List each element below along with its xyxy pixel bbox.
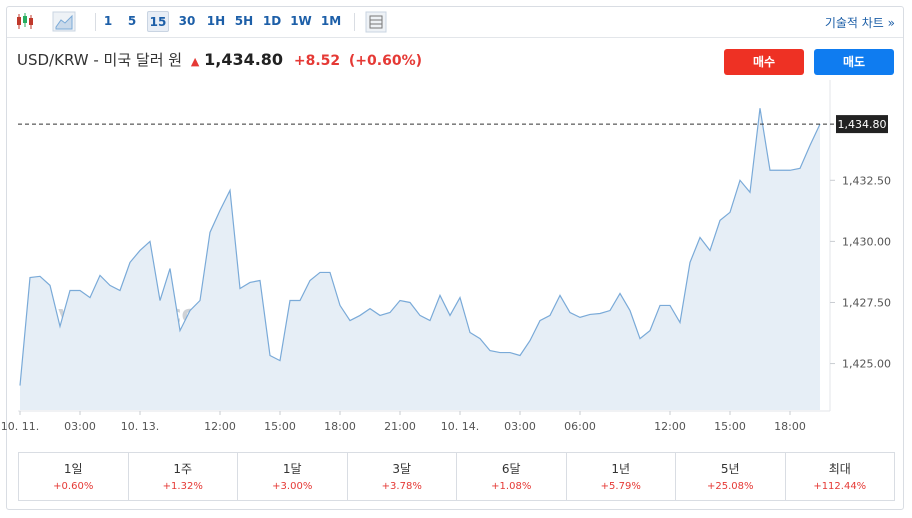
period-label: 5년: [720, 462, 740, 476]
price-change: +8.52: [293, 53, 341, 69]
period-change: +25.08%: [706, 481, 754, 492]
interval-button[interactable]: 1H: [206, 14, 226, 28]
performance-cell: 6달 +1.08%: [457, 453, 567, 500]
period-change: +112.44%: [813, 481, 867, 492]
table-icon[interactable]: [365, 11, 387, 33]
technical-chart-link[interactable]: 기술적 차트 »: [824, 16, 895, 30]
performance-cell: 최대 +112.44%: [786, 453, 895, 500]
period-label: 1일: [63, 462, 83, 476]
period-change: +3.78%: [381, 481, 422, 492]
sell-button[interactable]: 매도: [814, 49, 894, 75]
period-change: +5.79%: [600, 481, 641, 492]
performance-cell: 1년 +5.79%: [567, 453, 676, 500]
period-label: 1주: [173, 462, 193, 476]
instrument-name: USD/KRW - 미국 달러 원: [17, 51, 183, 69]
performance-cell: 1주 +1.32%: [129, 453, 238, 500]
period-change: +1.08%: [491, 481, 532, 492]
period-change: +3.00%: [272, 481, 313, 492]
period-label: 1년: [611, 462, 631, 476]
period-change: +1.32%: [162, 481, 203, 492]
interval-button[interactable]: 1W: [290, 14, 312, 28]
separator: [95, 13, 96, 31]
area-icon[interactable]: [52, 11, 76, 32]
buy-button[interactable]: 매수: [724, 49, 804, 75]
interval-button[interactable]: 1D: [262, 14, 282, 28]
toolbar: 1 5 15 30 1H 5H 1D 1W 1M 기술적 차트 »: [7, 7, 903, 38]
period-label: 3달: [392, 462, 412, 476]
chart-type-icons: [17, 11, 76, 32]
interval-button[interactable]: 5: [127, 14, 137, 28]
period-label: 6달: [501, 462, 521, 476]
performance-cell: 3달 +3.78%: [348, 453, 457, 500]
candle-icon[interactable]: [17, 13, 33, 29]
period-label: 1달: [282, 462, 302, 476]
price-change-percent: (+0.60%): [348, 53, 423, 69]
widget: 1 5 15 30 1H 5H 1D 1W 1M 기술적 차트 » USD/KRW - 미국 달…: [6, 6, 904, 510]
interval-button[interactable]: 30: [178, 14, 196, 28]
performance-cell: 1일 +0.60%: [19, 453, 129, 500]
performance-cell: 5년 +25.08%: [676, 453, 786, 500]
up-arrow: ▲: [190, 55, 200, 68]
interval-button[interactable]: 5H: [234, 14, 254, 28]
interval-button[interactable]: 1: [103, 14, 113, 28]
performance-cell: 1달 +3.00%: [238, 453, 348, 500]
interval-button[interactable]: 1M: [320, 14, 342, 28]
last-price: 1,434.80: [204, 50, 284, 69]
quote-header: USD/KRW - 미국 달러 원 ▲ 1,434.80 +8.52 (+0.6…: [17, 49, 422, 70]
interval-button[interactable]: 15: [147, 11, 169, 32]
separator: [354, 13, 355, 31]
performance-table: 1일 +0.60% 1주 +1.32% 1달 +3.00% 3달 +3.78% 6달 +1.08%…: [18, 452, 895, 501]
period-label: 최대: [828, 462, 851, 476]
period-change: +0.60%: [53, 481, 94, 492]
